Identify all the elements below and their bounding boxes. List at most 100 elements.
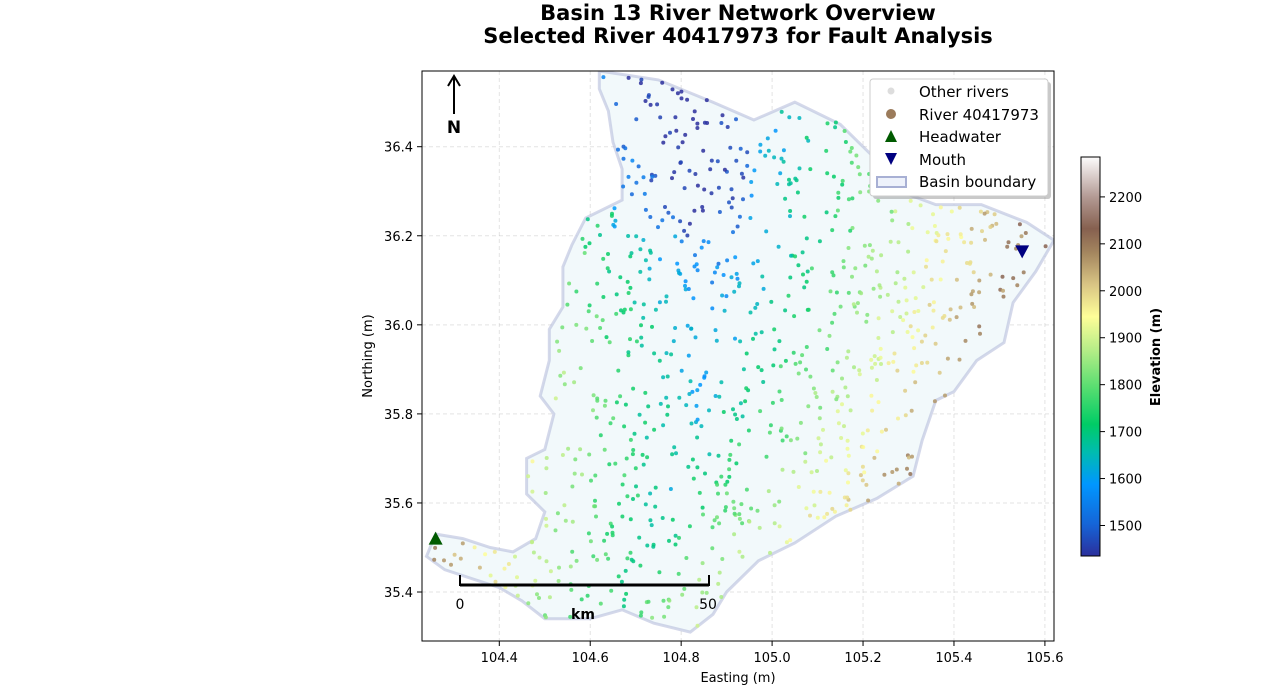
river-point	[772, 521, 777, 526]
river-point	[938, 277, 943, 282]
river-point	[557, 348, 562, 353]
river-point	[715, 515, 719, 520]
river-point	[591, 554, 596, 559]
river-point	[843, 468, 848, 473]
river-point	[607, 462, 612, 467]
river-point	[694, 262, 699, 267]
river-point	[704, 370, 709, 375]
river-point	[702, 187, 707, 192]
river-point	[904, 311, 909, 316]
river-point	[719, 380, 724, 385]
river-point	[770, 400, 775, 405]
river-point	[631, 559, 636, 564]
river-point	[625, 494, 630, 499]
river-point	[622, 473, 627, 478]
river-point	[768, 423, 773, 428]
river-point	[594, 415, 599, 420]
legend-label-boundary: Basin boundary	[919, 173, 1036, 191]
river-point	[729, 275, 734, 280]
river-point	[669, 352, 674, 357]
river-point	[598, 326, 603, 330]
river-point	[618, 394, 623, 399]
river-point	[1000, 274, 1005, 279]
river-point	[845, 495, 850, 500]
river-point	[905, 330, 910, 334]
river-point	[806, 404, 811, 409]
river-point	[606, 556, 611, 561]
river-point	[870, 248, 875, 253]
river-point	[745, 150, 750, 155]
river-point	[732, 532, 737, 537]
river-point	[716, 453, 721, 458]
river-point	[903, 413, 908, 418]
river-point	[777, 339, 782, 344]
river-point	[930, 325, 935, 330]
river-point	[707, 452, 712, 457]
river-point	[720, 113, 725, 118]
river-point	[638, 81, 643, 86]
river-point	[653, 485, 658, 490]
river-point	[638, 563, 643, 568]
river-point	[731, 230, 735, 235]
river-point	[626, 174, 631, 179]
river-point	[855, 301, 860, 306]
river-point	[787, 177, 791, 182]
river-point	[664, 395, 669, 400]
river-point	[722, 308, 727, 313]
river-point	[857, 372, 862, 377]
river-point	[905, 466, 909, 471]
river-point	[693, 335, 698, 340]
river-point	[884, 427, 888, 432]
river-point	[653, 504, 658, 509]
river-point	[613, 218, 618, 223]
river-point	[557, 565, 561, 570]
river-point	[1019, 234, 1024, 239]
river-point	[737, 281, 742, 286]
river-point	[670, 176, 674, 181]
river-point	[629, 192, 634, 197]
y-tick-label: 35.4	[384, 586, 413, 601]
river-point	[544, 523, 549, 528]
river-point	[695, 388, 700, 393]
river-point	[923, 333, 928, 338]
river-point	[879, 253, 884, 258]
river-point	[700, 205, 705, 209]
river-point	[639, 610, 644, 615]
river-point	[613, 461, 618, 466]
river-point	[945, 356, 950, 361]
river-point	[876, 316, 881, 321]
river-point	[804, 506, 809, 511]
river-point	[670, 87, 675, 92]
river-point	[695, 623, 700, 628]
river-point	[919, 361, 924, 365]
river-point	[676, 145, 681, 150]
river-point	[580, 236, 585, 241]
river-point	[788, 209, 793, 213]
river-point	[616, 574, 621, 579]
river-point	[776, 244, 781, 249]
river-point	[605, 531, 610, 536]
river-point	[665, 412, 670, 417]
river-point	[663, 134, 668, 139]
river-point	[909, 408, 914, 413]
river-point	[492, 549, 497, 554]
river-point	[634, 484, 638, 489]
river-point	[852, 365, 856, 370]
river-point	[734, 158, 739, 163]
river-point	[653, 173, 658, 178]
river-point	[623, 146, 628, 151]
colorbar-ticks: 1500 1600 1700 1800 1900 2000 2100 2200	[1100, 191, 1142, 534]
river-point	[582, 251, 587, 255]
river-point	[892, 351, 897, 356]
legend-marker-river	[886, 109, 896, 119]
river-point	[849, 146, 854, 150]
river-point	[744, 386, 749, 391]
river-point	[678, 219, 683, 224]
river-point	[858, 190, 863, 195]
river-point	[658, 115, 663, 120]
river-point	[626, 353, 631, 358]
river-point	[784, 434, 789, 439]
river-point	[677, 395, 682, 400]
river-point	[716, 185, 721, 190]
river-point	[817, 239, 822, 244]
